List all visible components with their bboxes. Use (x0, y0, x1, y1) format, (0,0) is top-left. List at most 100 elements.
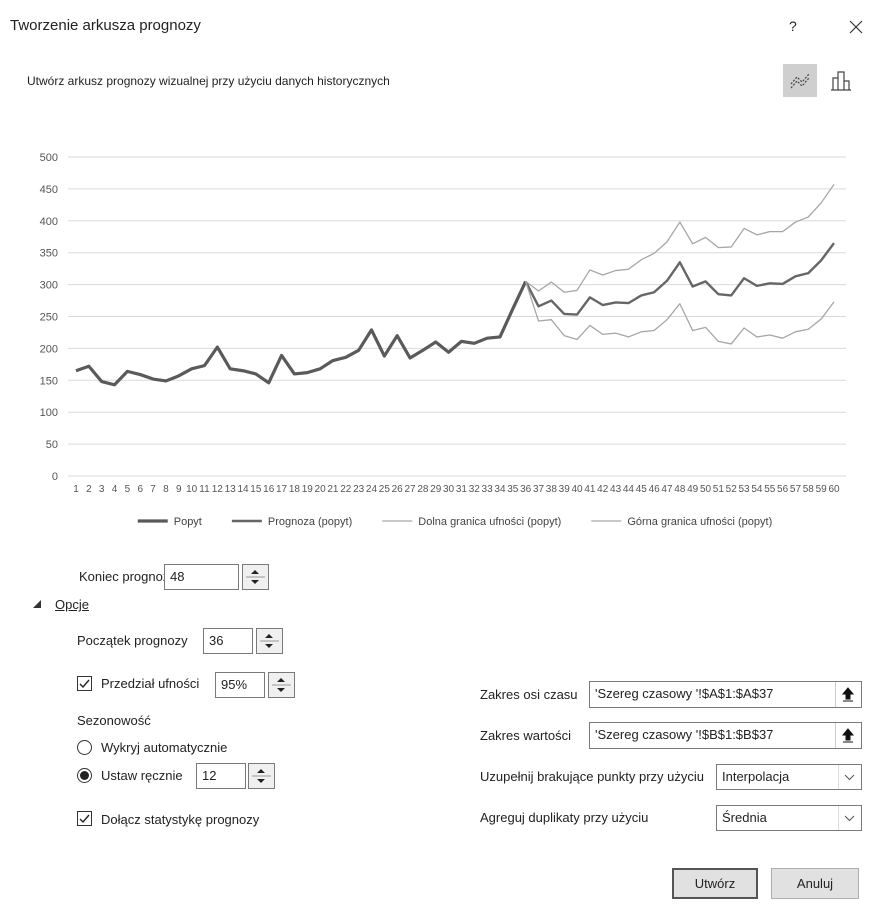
confidence-checkbox[interactable] (77, 676, 92, 691)
x-tick-label: 31 (456, 484, 468, 495)
legend-label: Prognoza (popyt) (268, 516, 352, 528)
spinner[interactable] (268, 672, 295, 698)
timeline-input[interactable]: 'Szereg czasowy '!$A$1:$A$37 (589, 681, 862, 708)
x-tick-label: 45 (636, 484, 648, 495)
spinner[interactable] (248, 763, 275, 789)
x-tick-label: 46 (649, 484, 661, 495)
forecast-end-input[interactable]: 48 (164, 564, 239, 590)
x-tick-label: 6 (137, 484, 143, 495)
x-tick-label: 7 (150, 484, 156, 495)
x-tick-label: 52 (726, 484, 738, 495)
y-tick-label: 400 (40, 216, 58, 228)
values-input[interactable]: 'Szereg czasowy '!$B$1:$B$37 (589, 722, 862, 749)
x-tick-label: 41 (584, 484, 596, 495)
x-tick-label: 58 (803, 484, 815, 495)
x-tick-label: 5 (125, 484, 131, 495)
spinner-arrows (252, 769, 271, 783)
stats-label: Dołącz statystykę prognozy (101, 812, 260, 827)
y-tick-label: 450 (40, 184, 58, 196)
line-chart-icon-bg[interactable] (783, 64, 817, 97)
legend-label: Dolna granica ufności (popyt) (418, 516, 561, 528)
check-mark (79, 814, 90, 824)
x-tick-label: 3 (99, 484, 105, 495)
seasonality-auto-label: Wykryj automatycznie (101, 740, 228, 755)
x-tick-label: 19 (302, 484, 314, 495)
x-tick-label: 33 (482, 484, 494, 495)
x-tick-label: 48 (674, 484, 686, 495)
x-tick-label: 56 (777, 484, 789, 495)
create-button[interactable]: Utwórz (672, 868, 758, 899)
spinner-arrows (246, 570, 265, 584)
x-tick-label: 8 (163, 484, 169, 495)
x-tick-label: 9 (176, 484, 182, 495)
x-tick-label: 11 (199, 484, 210, 495)
seasonality-manual-radio[interactable] (77, 768, 92, 783)
bar-chart-icon[interactable] (831, 71, 851, 91)
y-tick-label: 200 (40, 343, 58, 355)
spinner[interactable] (256, 628, 283, 654)
x-tick-label: 34 (494, 484, 506, 495)
x-tick-label: 13 (225, 484, 237, 495)
x-tick-label: 24 (366, 484, 378, 495)
x-tick-label: 17 (276, 484, 288, 495)
collapse-triangle[interactable] (32, 599, 42, 609)
x-tick-label: 43 (610, 484, 622, 495)
x-tick-label: 44 (623, 484, 635, 495)
y-tick-label: 50 (46, 439, 58, 451)
legend-label: Górna granica ufności (popyt) (627, 516, 772, 528)
fill-missing-label: Uzupełnij brakujące punkty przy użyciu (480, 769, 704, 784)
confidence-input[interactable]: 95% (215, 672, 265, 698)
x-tick-label: 20 (315, 484, 327, 495)
subtitle: Utwórz arkusz prognozy wizualnej przy uż… (27, 74, 390, 88)
seasonality-input[interactable]: 12 (196, 763, 246, 789)
x-tick-label: 15 (250, 484, 262, 495)
y-tick-label: 250 (40, 312, 58, 324)
close-button[interactable] (849, 20, 863, 34)
x-tick-label: 30 (443, 484, 455, 495)
x-tick-label: 2 (86, 484, 92, 495)
x-tick-label: 14 (237, 484, 249, 495)
x-tick-label: 36 (520, 484, 532, 495)
values-label: Zakres wartości (480, 728, 572, 743)
seasonality-auto-radio[interactable] (77, 740, 92, 755)
series-line (75, 280, 528, 387)
stats-checkbox[interactable] (77, 811, 92, 826)
seasonality-label: Sezonowość (77, 713, 151, 728)
help-button[interactable]: ? (789, 18, 797, 34)
x-tick-label: 55 (764, 484, 776, 495)
x-tick-label: 23 (353, 484, 365, 495)
forecast-start-input[interactable]: 36 (203, 628, 253, 654)
options-toggle[interactable]: Opcje (55, 597, 89, 612)
x-tick-label: 59 (816, 484, 828, 495)
spinner-arrows (260, 634, 279, 648)
x-tick-label: 40 (571, 484, 583, 495)
x-tick-label: 18 (289, 484, 301, 495)
forecast-end-label: Koniec prognozy (79, 569, 176, 584)
y-tick-label: 350 (40, 248, 58, 260)
cancel-button[interactable]: Anuluj (771, 868, 859, 899)
confidence-label: Przedział ufności (101, 676, 200, 691)
x-tick-label: 37 (533, 484, 545, 495)
dialog-title: Tworzenie arkusza prognozy (10, 17, 201, 34)
series-line (525, 184, 835, 293)
series-line (524, 242, 835, 316)
x-tick-label: 25 (379, 484, 391, 495)
chart-type-toggle[interactable] (783, 64, 863, 98)
x-tick-label: 60 (828, 484, 840, 495)
spinner[interactable] (242, 564, 269, 590)
x-tick-label: 1 (73, 484, 79, 495)
spinner-arrows (272, 678, 291, 692)
x-tick-label: 50 (700, 484, 712, 495)
check-mark (79, 679, 90, 689)
x-tick-label: 42 (597, 484, 609, 495)
x-tick-label: 53 (739, 484, 751, 495)
dropdown-arrows[interactable] (838, 765, 861, 830)
range-buttons[interactable] (835, 682, 861, 748)
x-tick-label: 39 (559, 484, 571, 495)
x-tick-label: 4 (112, 484, 118, 495)
y-tick-label: 100 (40, 407, 58, 419)
x-tick-label: 28 (417, 484, 429, 495)
y-tick-label: 300 (40, 280, 58, 292)
x-tick-label: 27 (404, 484, 416, 495)
